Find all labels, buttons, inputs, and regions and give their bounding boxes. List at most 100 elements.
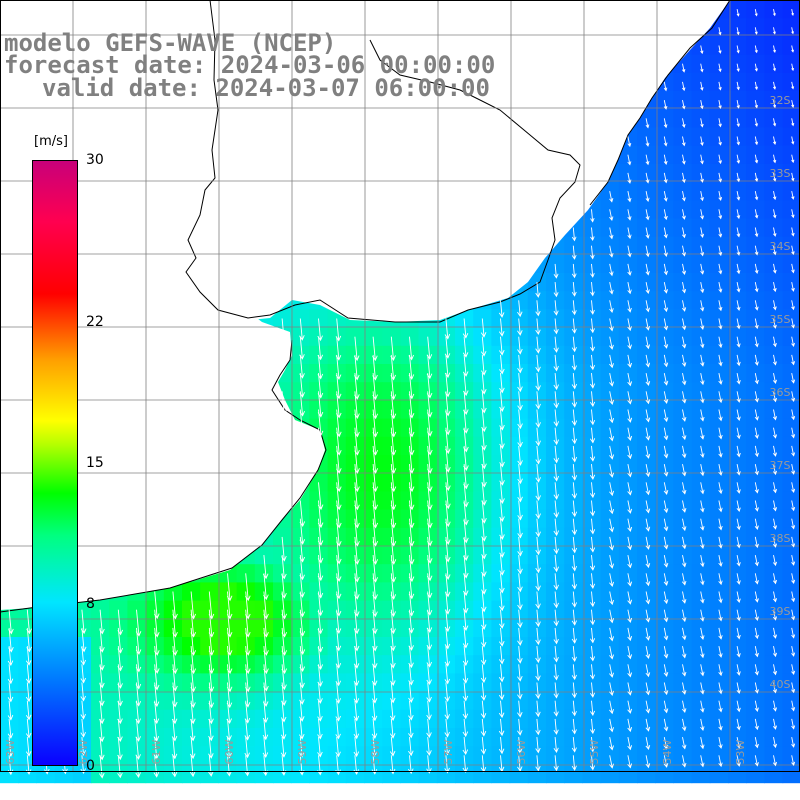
wind-cell	[782, 236, 800, 256]
wind-cell	[782, 564, 800, 583]
wind-arrow	[80, 700, 86, 720]
wind-arrow	[754, 9, 758, 17]
wind-arrow	[499, 354, 505, 375]
wind-arrow	[718, 263, 723, 275]
wind-arrow	[700, 336, 705, 349]
wind-arrow	[589, 536, 596, 553]
wind-arrow	[499, 336, 505, 356]
wind-arrow	[627, 500, 633, 514]
wind-arrow	[700, 227, 705, 239]
wind-arrow	[718, 591, 723, 604]
wind-arrow	[480, 609, 487, 630]
wind-arrow	[754, 81, 758, 91]
wind-arrow	[681, 409, 687, 422]
wind-arrow	[299, 409, 306, 436]
wind-arrow	[791, 154, 795, 164]
wind-arrow	[609, 536, 615, 551]
wind-arrow	[498, 664, 505, 683]
wind-arrow	[754, 354, 759, 366]
wind-cell	[254, 764, 274, 784]
lon-label: 58W	[369, 739, 382, 764]
wind-arrow	[535, 591, 541, 610]
wind-arrow	[645, 227, 650, 239]
wind-arrow	[535, 427, 541, 447]
wind-arrow	[589, 646, 596, 662]
wind-arrow	[681, 282, 687, 294]
wind-arrow	[681, 518, 687, 532]
wind-cell	[691, 764, 711, 784]
wind-arrow	[736, 373, 741, 385]
wind-arrow	[663, 354, 669, 368]
wind-arrow	[645, 591, 651, 605]
wind-arrow	[571, 318, 577, 334]
wind-arrow	[736, 427, 741, 440]
wind-arrow	[718, 555, 723, 567]
wind-arrow	[645, 154, 650, 166]
wind-cell	[455, 764, 474, 784]
wind-arrow	[371, 718, 378, 740]
wind-arrow	[627, 518, 633, 533]
wind-arrow	[663, 300, 669, 313]
wind-arrow	[517, 482, 523, 503]
wind-arrow	[517, 427, 523, 448]
wind-arrow	[718, 154, 722, 165]
wind-arrow	[736, 63, 740, 72]
wind-arrow	[772, 500, 778, 512]
wind-arrow	[499, 427, 505, 450]
wind-arrow	[700, 482, 705, 495]
wind-arrow	[791, 482, 796, 494]
wind-arrow	[444, 318, 451, 340]
wind-arrow	[772, 209, 777, 219]
wind-arrow	[791, 646, 796, 657]
wind-arrow	[754, 373, 759, 385]
wind-arrow	[499, 500, 505, 523]
wind-cell	[436, 764, 456, 784]
wind-arrow	[499, 536, 505, 558]
wind-arrow	[609, 464, 615, 478]
wind-arrow	[681, 136, 686, 147]
wind-arrow	[772, 627, 778, 639]
wind-arrow	[736, 555, 741, 567]
wind-arrow	[681, 391, 687, 404]
wind-arrow	[444, 755, 450, 774]
wind-arrow	[280, 700, 287, 723]
wind-arrow	[681, 373, 687, 386]
wind-arrow	[700, 81, 704, 91]
wind-arrow	[700, 354, 705, 367]
wind-arrow	[609, 209, 614, 221]
wind-arrow	[645, 555, 651, 569]
wind-arrow	[627, 755, 633, 769]
wind-arrow	[663, 336, 669, 349]
wind-arrow	[208, 737, 214, 759]
wind-arrow	[700, 118, 704, 128]
wind-arrow	[499, 391, 505, 413]
wind-cell	[782, 509, 800, 529]
wind-arrow	[718, 318, 723, 330]
wind-arrow	[426, 682, 432, 703]
wind-arrow	[553, 300, 559, 316]
wind-arrow	[517, 464, 523, 485]
wind-arrow	[353, 700, 360, 722]
wind-arrow	[791, 100, 795, 108]
wind-arrow	[553, 391, 560, 409]
wind-arrow	[645, 118, 650, 129]
wind-arrow	[791, 409, 796, 421]
wind-arrow	[571, 300, 577, 316]
wind-arrow	[462, 682, 469, 702]
wind-arrow	[517, 318, 523, 336]
wind-arrow	[718, 354, 723, 367]
wind-arrow	[553, 573, 559, 591]
wind-cell	[782, 436, 800, 456]
wind-arrow	[663, 755, 669, 768]
wind-arrow	[663, 118, 668, 129]
wind-arrow	[736, 9, 740, 17]
wind-arrow	[462, 664, 469, 684]
wind-arrow	[627, 227, 632, 240]
wind-arrow	[736, 136, 740, 146]
wind-arrow	[553, 464, 560, 482]
wind-arrow	[553, 409, 560, 427]
wind-arrow	[663, 646, 669, 659]
wind-arrow	[609, 555, 615, 569]
wind-arrow	[389, 755, 396, 775]
wind-arrow	[681, 118, 686, 128]
